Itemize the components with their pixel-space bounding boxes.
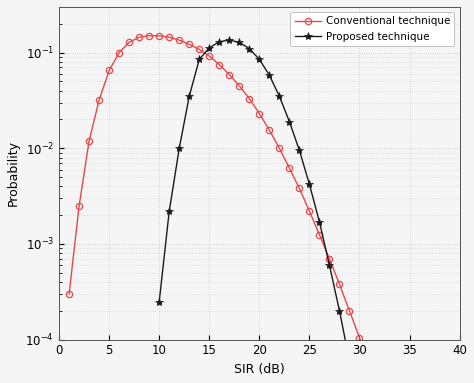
Conventional technique — [76, 204, 82, 208]
Y-axis label: Probability: Probability — [7, 140, 20, 206]
Conventional technique — [307, 209, 312, 213]
Proposed technique — [256, 57, 262, 62]
Conventional technique — [106, 68, 112, 73]
Proposed technique — [307, 182, 312, 187]
Conventional technique — [297, 186, 302, 191]
Conventional technique — [186, 42, 192, 47]
Proposed technique — [246, 46, 252, 51]
Proposed technique — [176, 146, 182, 151]
Conventional technique — [176, 38, 182, 43]
Proposed technique — [217, 39, 222, 44]
Conventional technique — [86, 138, 92, 143]
Proposed technique — [317, 219, 322, 224]
Conventional technique — [166, 35, 172, 39]
Line: Proposed technique: Proposed technique — [155, 36, 464, 383]
Conventional technique — [96, 98, 102, 102]
Conventional technique — [337, 282, 342, 286]
Proposed technique — [346, 358, 352, 363]
Proposed technique — [156, 299, 162, 304]
Conventional technique — [146, 33, 152, 38]
Proposed technique — [186, 94, 192, 98]
Proposed technique — [276, 94, 282, 98]
Conventional technique — [217, 62, 222, 67]
Conventional technique — [246, 97, 252, 101]
Conventional technique — [196, 47, 202, 52]
Proposed technique — [166, 209, 172, 213]
Conventional technique — [207, 54, 212, 58]
Conventional technique — [266, 128, 272, 133]
Proposed technique — [327, 263, 332, 267]
Proposed technique — [227, 38, 232, 43]
Conventional technique — [156, 33, 162, 38]
Conventional technique — [276, 146, 282, 151]
Conventional technique — [327, 257, 332, 261]
Conventional technique — [367, 362, 373, 367]
Conventional technique — [227, 72, 232, 77]
X-axis label: SIR (dB): SIR (dB) — [234, 363, 285, 376]
Proposed technique — [266, 73, 272, 77]
Proposed technique — [196, 57, 202, 62]
Conventional technique — [346, 309, 352, 313]
Legend: Conventional technique, Proposed technique: Conventional technique, Proposed techniq… — [291, 12, 455, 46]
Proposed technique — [297, 148, 302, 153]
Conventional technique — [237, 83, 242, 88]
Conventional technique — [137, 35, 142, 39]
Proposed technique — [207, 46, 212, 50]
Conventional technique — [127, 40, 132, 45]
Line: Conventional technique: Conventional technique — [66, 33, 463, 383]
Proposed technique — [287, 119, 292, 124]
Proposed technique — [237, 40, 242, 45]
Conventional technique — [287, 166, 292, 170]
Conventional technique — [66, 292, 72, 296]
Conventional technique — [116, 50, 122, 55]
Conventional technique — [317, 232, 322, 237]
Conventional technique — [356, 335, 362, 340]
Proposed technique — [337, 309, 342, 313]
Conventional technique — [256, 111, 262, 116]
